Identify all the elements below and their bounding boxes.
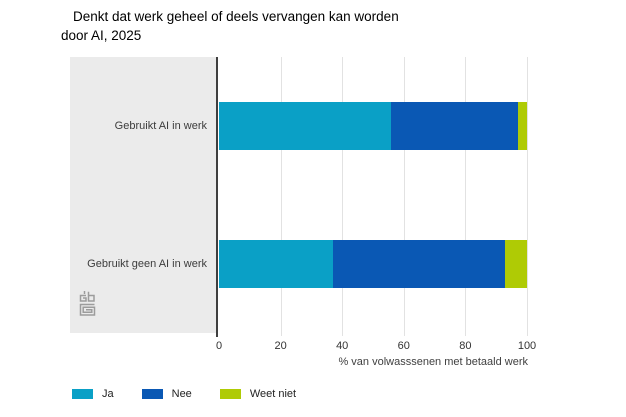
legend: Ja Nee Weet niet (72, 388, 296, 400)
legend-swatch (72, 389, 93, 399)
chart-title: Denkt dat werk geheel of deels vervangen… (61, 7, 541, 45)
bar-row (219, 240, 527, 288)
x-tick-label: 60 (397, 340, 410, 352)
gridline (465, 57, 467, 336)
legend-label: Nee (171, 388, 192, 400)
category-label: Gebruikt AI in werk (114, 120, 207, 132)
x-tick-label: 100 (517, 340, 537, 352)
bar-segment-weet-niet (517, 102, 527, 150)
legend-label: Ja (102, 388, 114, 400)
bar-row (219, 102, 527, 150)
bar-segment-nee (391, 102, 518, 150)
chart-title-line1: Denkt dat werk geheel of deels vervangen… (73, 9, 399, 24)
legend-swatch (141, 389, 163, 399)
x-tick-label: 0 (215, 340, 223, 352)
x-tick-label: 40 (336, 340, 349, 352)
gridline (342, 57, 344, 336)
bar-segment-weet-niet (505, 240, 527, 288)
legend-swatch (219, 389, 241, 399)
legend-item: Nee (141, 388, 192, 400)
legend-item: Weet niet (219, 388, 297, 400)
legend-label: Weet niet (249, 388, 297, 400)
x-tick-label: 20 (274, 340, 287, 352)
bar-segment-ja (219, 102, 392, 150)
chart-title-line2: door AI, 2025 (61, 28, 142, 43)
gridline (280, 57, 282, 336)
category-panel: Gebruikt AI in werk Gebruikt geen AI in w… (70, 57, 216, 333)
x-ticks: 0 20 40 60 80 100 (215, 340, 536, 353)
x-tick-label: 80 (459, 340, 472, 352)
bar-segment-ja (219, 240, 333, 288)
bar-segment-nee (332, 240, 506, 288)
x-axis-label: % van volwasssenen met betaald werk (338, 356, 528, 368)
cbs-logo-icon (79, 291, 96, 316)
category-label: Gebruikt geen AI in werk (87, 258, 207, 270)
y-axis-line (216, 57, 218, 337)
legend-item: Ja (72, 388, 114, 400)
gridline (527, 57, 528, 336)
plot-area (219, 57, 528, 336)
gridline (403, 57, 405, 336)
